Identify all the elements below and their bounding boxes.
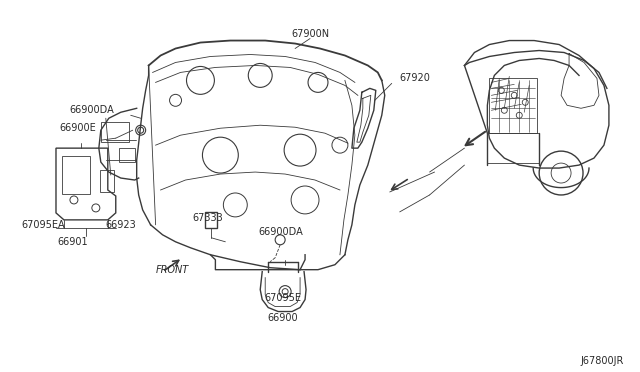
Text: 66900DA: 66900DA (69, 105, 114, 115)
Text: 66900E: 66900E (59, 123, 96, 133)
Text: 67900N: 67900N (291, 29, 329, 39)
Bar (62, 156, 90, 194)
Text: 67095E: 67095E (264, 293, 301, 302)
Bar (490, 78, 537, 133)
Text: FRONT: FRONT (156, 265, 189, 275)
Bar (119, 148, 134, 162)
Text: 67333: 67333 (193, 213, 223, 223)
Bar (205, 212, 218, 228)
Text: 66923: 66923 (106, 220, 136, 230)
Bar (488, 133, 539, 163)
Bar (100, 170, 114, 192)
Text: J67800JR: J67800JR (580, 356, 624, 366)
Text: 67095EA: 67095EA (21, 220, 65, 230)
Text: 66900DA: 66900DA (258, 227, 303, 237)
Bar (101, 122, 129, 142)
Text: 67920: 67920 (400, 73, 431, 83)
Text: 66900: 66900 (268, 312, 298, 323)
Text: 66901: 66901 (58, 237, 88, 247)
